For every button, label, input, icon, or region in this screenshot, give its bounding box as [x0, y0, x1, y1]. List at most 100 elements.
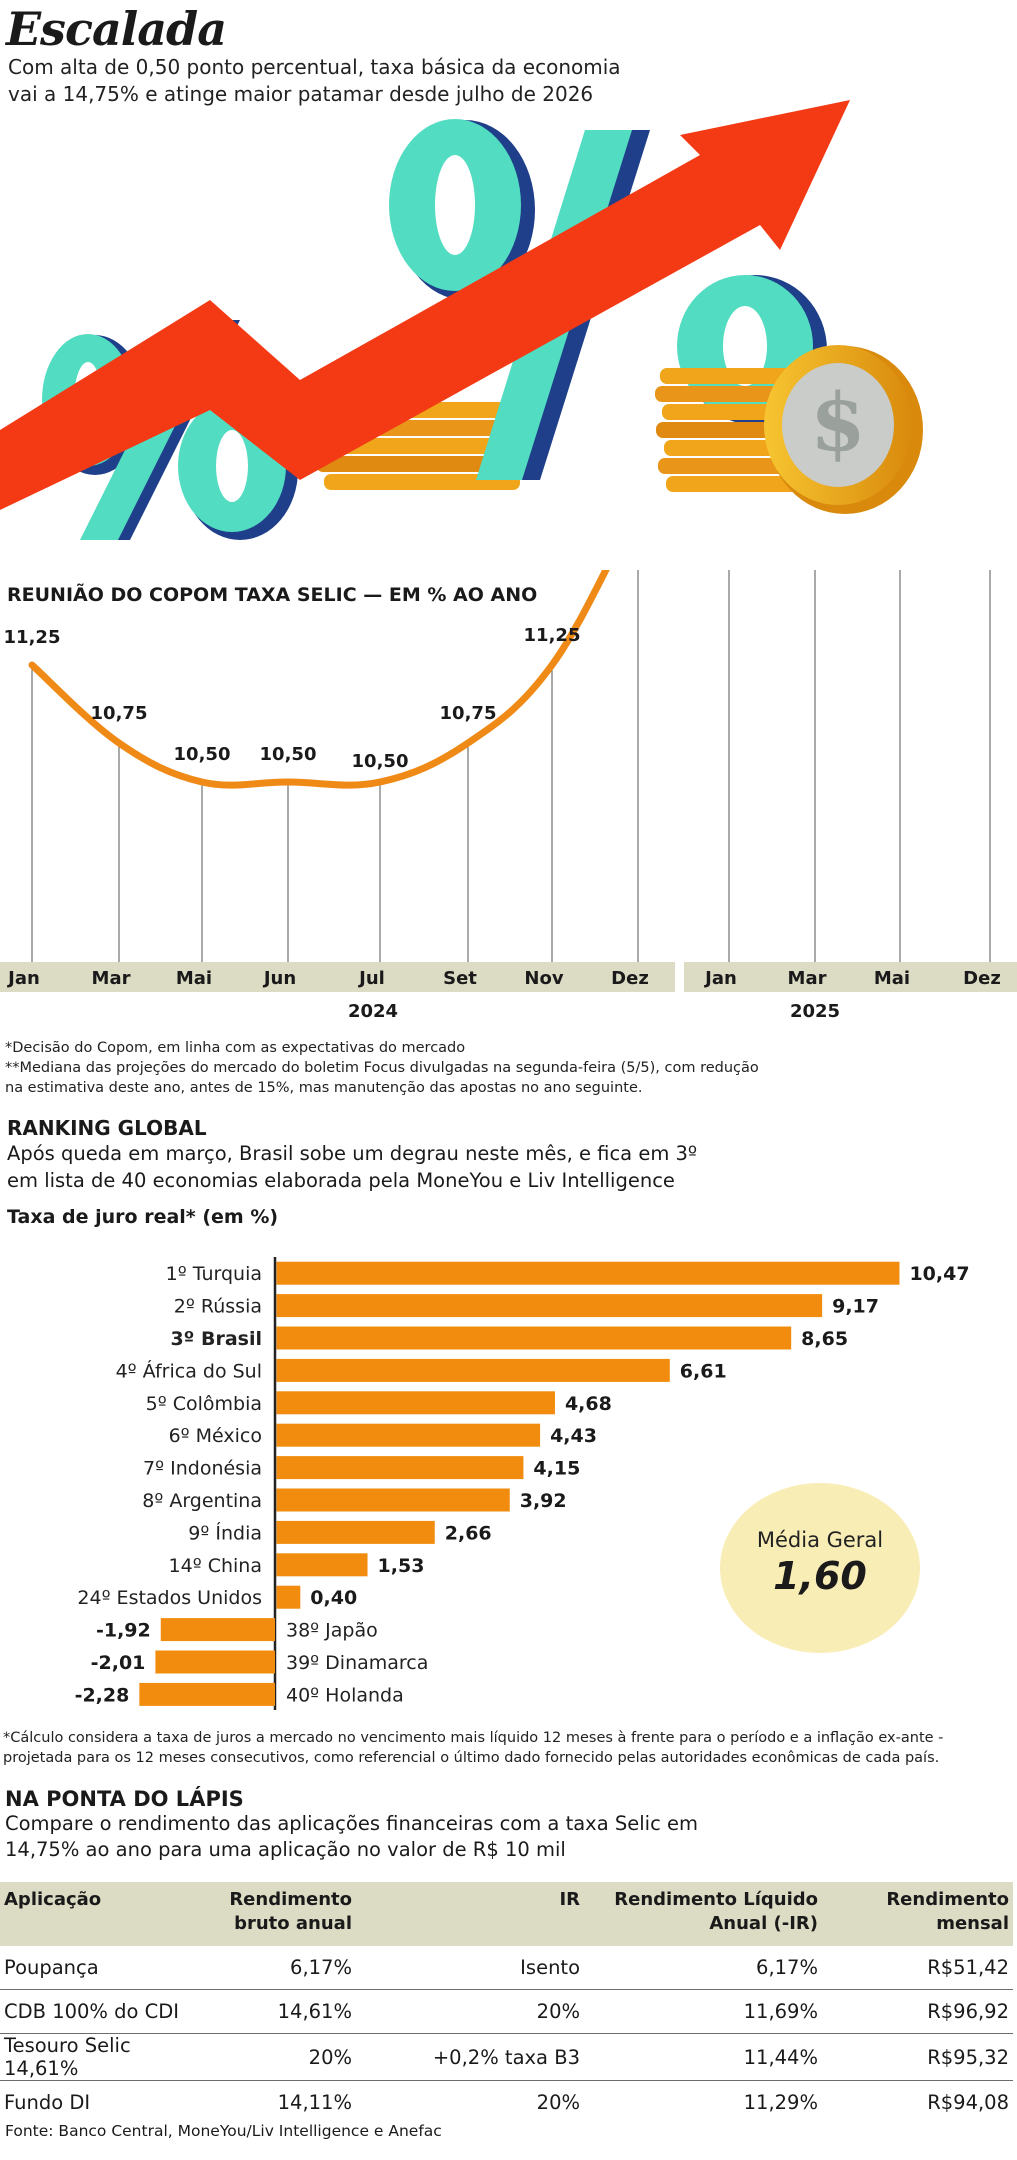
- table-cell: Isento: [356, 1946, 584, 1990]
- page-subtitle: Com alta de 0,50 ponto percentual, taxa …: [8, 55, 621, 106]
- ranking-footnote: *Cálculo considera a taxa de juros a mer…: [3, 1730, 944, 1766]
- x-axis-band-2024: [0, 962, 675, 992]
- ranking-title: RANKING GLOBAL: [7, 1116, 207, 1140]
- selic-data-label: 10,50: [352, 751, 409, 772]
- table-cell: Tesouro Selic 14,61%: [0, 2033, 208, 2081]
- table-cell: Fundo DI: [4, 2091, 91, 2114]
- ranking-subtitle: Após queda em março, Brasil sobe um degr…: [7, 1142, 698, 1192]
- selic-month-label: Dez: [963, 968, 1001, 989]
- table-row: Tesouro Selic 14,61% 20% +0,2% taxa B3 1…: [0, 2033, 1013, 2081]
- selic-footnotes: *Decisão do Copom, em linha com as expec…: [5, 1038, 1005, 1098]
- ranking-value-label: 4,15: [533, 1458, 580, 1480]
- ranking-value-label: 10,47: [909, 1263, 969, 1285]
- col-rend-liquido: Rendimento Líquido Anual (-IR): [584, 1882, 822, 1946]
- x-axis-band-2025: [684, 962, 1017, 992]
- ranking-bar: [276, 1358, 670, 1382]
- table-row: Fundo DI 14,11% 20% 11,29% R$94,08: [0, 2081, 1013, 2125]
- ranking-bar: [276, 1456, 524, 1480]
- selic-line-chart: 11,2510,7510,5010,5010,5010,7511,2512,25…: [0, 570, 1017, 1022]
- ranking-value-label: 9,17: [832, 1296, 879, 1318]
- ranking-bar: [276, 1488, 510, 1512]
- table-header-row: Aplicação Rendimento bruto anual IR Rend…: [0, 1882, 1013, 1946]
- media-geral-label: Média Geral: [756, 1528, 884, 1552]
- col-aplicacao: Aplicação: [0, 1882, 208, 1946]
- lapis-title: NA PONTA DO LÁPIS: [5, 1787, 244, 1811]
- ranking-value-label: -1,92: [96, 1620, 151, 1642]
- ranking-bar: [160, 1618, 275, 1642]
- table-cell: 11,44%: [584, 2033, 822, 2081]
- selic-month-label: Mai: [874, 968, 910, 989]
- ranking-bar: [276, 1520, 435, 1544]
- selic-month-label: Mai: [176, 968, 212, 989]
- selic-month-label: Jun: [262, 968, 296, 989]
- ranking-value-label: 2,66: [445, 1522, 492, 1544]
- table-cell: R$94,08: [927, 2091, 1009, 2114]
- selic-note-3: na estimativa deste ano, antes de 15%, m…: [5, 1080, 643, 1096]
- ranking-country-label: 3º Brasil: [170, 1328, 262, 1350]
- ranking-value-label: 4,68: [565, 1393, 612, 1415]
- table-cell: +0,2% taxa B3: [356, 2033, 584, 2081]
- selic-data-label: 10,75: [440, 703, 497, 724]
- svg-text:$: $: [810, 375, 866, 469]
- ranking-bar: [276, 1326, 792, 1350]
- ranking-bar: [276, 1391, 555, 1415]
- ranking-bar: [155, 1650, 275, 1674]
- ranking-country-label: 5º Colômbia: [146, 1393, 262, 1415]
- source-note: Fonte: Banco Central, MoneYou/Liv Intell…: [5, 2122, 442, 2140]
- year-label-2024: 2024: [348, 1001, 398, 1022]
- ranking-value-label: 0,40: [310, 1587, 357, 1609]
- ranking-bar: [276, 1423, 541, 1447]
- media-geral-badge: Média Geral 1,60: [720, 1483, 920, 1653]
- lapis-subtitle: Compare o rendimento das aplicações fina…: [5, 1812, 698, 1861]
- ranking-value-label: 3,92: [520, 1490, 567, 1512]
- table-cell: 11,69%: [584, 1989, 822, 2034]
- table-cell: 11,29%: [743, 2091, 818, 2114]
- ranking-country-label: 6º México: [169, 1425, 262, 1447]
- ranking-country-label: 8º Argentina: [142, 1490, 262, 1512]
- ranking-country-label: 38º Japão: [286, 1620, 378, 1642]
- ranking-bar-chart: 1º Turquia 10,47 2º Rússia 9,17 3º Brasil 8,6…: [75, 1257, 970, 1710]
- selic-month-label: Mar: [788, 968, 827, 989]
- growth-arrow-icon: [0, 100, 850, 510]
- selic-month-label: Jan: [703, 968, 737, 989]
- ranking-value-label: 8,65: [801, 1328, 848, 1350]
- selic-data-label: 10,50: [260, 744, 317, 765]
- ranking-value-label: 6,61: [680, 1360, 727, 1382]
- investment-table: Aplicação Rendimento bruto anual IR Rend…: [0, 1882, 1013, 2124]
- selic-month-label: Set: [443, 968, 477, 989]
- selic-month-label: Mar: [92, 968, 131, 989]
- ranking-country-label: 40º Holanda: [286, 1684, 404, 1706]
- table-cell: Poupança: [0, 1946, 208, 1990]
- selic-note-1: *Decisão do Copom, em linha com as expec…: [5, 1040, 466, 1056]
- ranking-country-label: 1º Turquia: [166, 1263, 262, 1285]
- selic-data-label: 11,25: [524, 625, 581, 646]
- col-ir: IR: [356, 1882, 584, 1946]
- ranking-bar: [276, 1294, 823, 1318]
- selic-month-label: Nov: [524, 968, 563, 989]
- selic-note-2: **Mediana das projeções do mercado do bo…: [5, 1060, 759, 1076]
- selic-month-label: Jan: [6, 968, 40, 989]
- ranking-value-label: -2,28: [75, 1684, 130, 1706]
- selic-data-label: 10,50: [174, 744, 231, 765]
- table-cell: 14,11%: [277, 2091, 352, 2114]
- ranking-bar: [276, 1585, 301, 1609]
- ranking-country-label: 7º Indonésia: [143, 1458, 262, 1480]
- ranking-value-label: 1,53: [378, 1555, 425, 1577]
- table-cell: 20%: [356, 1989, 584, 2034]
- selic-month-label: Dez: [611, 968, 649, 989]
- col-rend-bruto: Rendimento bruto anual: [208, 1882, 356, 1946]
- selic-chart-title: REUNIÃO DO COPOM TAXA SELIC — EM % AO AN…: [7, 584, 538, 606]
- media-geral-value: 1,60: [773, 1554, 867, 1598]
- table-cell: 20%: [208, 2033, 356, 2081]
- col-rend-mensal: Rendimento mensal: [822, 1882, 1013, 1946]
- table-row: Poupança 6,17% Isento 6,17% R$51,42: [0, 1946, 1013, 1990]
- selic-data-label: 10,75: [91, 703, 148, 724]
- table-cell: R$51,42: [822, 1946, 1013, 1990]
- hero-illustration: $: [0, 100, 923, 540]
- ranking-country-label: 24º Estados Unidos: [77, 1587, 262, 1609]
- ranking-value-label: -2,01: [91, 1652, 146, 1674]
- table-cell: R$96,92: [822, 1989, 1013, 2034]
- selic-series-line: [28, 570, 610, 789]
- ranking-axis-title: Taxa de juro real* (em %): [7, 1206, 279, 1228]
- ranking-value-label: 4,43: [550, 1425, 597, 1447]
